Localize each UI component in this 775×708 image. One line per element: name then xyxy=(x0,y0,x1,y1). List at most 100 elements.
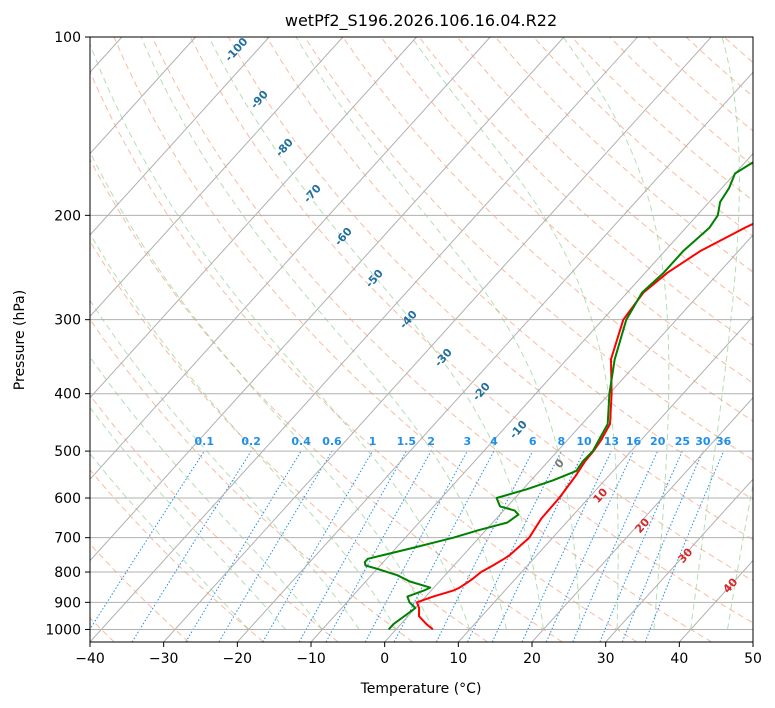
mixing-ratio-line xyxy=(467,450,562,642)
mixing-ratio-line xyxy=(621,450,704,642)
mixing-ratio-line xyxy=(185,450,302,642)
mixing-ratio-line xyxy=(298,450,407,642)
mixing-ratio-label: 3 xyxy=(463,435,471,448)
isotherm-grid-line xyxy=(163,37,712,642)
x-tick-label: −10 xyxy=(296,651,326,667)
dry-adiabat-line xyxy=(90,158,563,642)
x-tick-label: 20 xyxy=(523,651,541,667)
moist-adiabat-line xyxy=(562,37,670,630)
mixing-ratio-label: 4 xyxy=(490,435,498,448)
moist-adiabat-line xyxy=(90,42,471,630)
mixing-ratio-label: 1 xyxy=(369,435,377,448)
x-tick-label: 0 xyxy=(380,651,389,667)
mixing-ratio-label: 10 xyxy=(576,435,592,448)
moist-adiabat-line xyxy=(727,482,753,630)
dry-adiabat-line xyxy=(494,37,753,273)
dry-adiabat-line xyxy=(151,37,753,624)
moist-adiabat-line xyxy=(90,356,323,630)
dry-adiabat-label: -90 xyxy=(248,88,271,112)
dry-adiabat-label: -40 xyxy=(397,308,420,332)
mixing-ratio-label: 0.2 xyxy=(241,435,261,448)
isotherm-grid-line xyxy=(236,71,753,642)
dry-adiabat-line xyxy=(418,37,753,347)
dry-adiabat-line xyxy=(90,318,414,642)
isotherm-grid-line xyxy=(90,37,344,318)
y-tick-label: 100 xyxy=(54,30,81,46)
mixing-ratio-label: 36 xyxy=(716,435,732,448)
dry-adiabat-line xyxy=(90,469,264,642)
mixing-ratio-line xyxy=(599,450,683,642)
mixing-ratio-line xyxy=(364,450,468,642)
y-axis-label: Pressure (hPa) xyxy=(12,290,28,390)
dry-adiabat-line xyxy=(90,543,190,642)
moist-adiabat-line xyxy=(90,232,397,630)
dry-adiabat-line xyxy=(609,37,753,167)
dry-adiabat-line xyxy=(647,37,753,132)
mixing-ratio-label: 0.4 xyxy=(291,435,311,448)
dry-adiabat-line xyxy=(380,37,753,384)
mixing-ratio-label: 6 xyxy=(529,435,537,448)
moist-adiabat-line xyxy=(90,151,434,630)
isotherm-grid-line xyxy=(531,397,753,642)
dry-adiabat-line xyxy=(456,37,753,310)
dry-adiabat-line xyxy=(113,37,712,642)
isotherm-grid-line xyxy=(90,37,417,399)
x-axis-label: Temperature (°C) xyxy=(360,681,482,697)
y-tick-label: 600 xyxy=(54,491,81,507)
moist-adiabat-label: 30 xyxy=(675,545,695,565)
y-tick-label: 900 xyxy=(54,595,81,611)
mixing-ratio-label: 0.6 xyxy=(322,435,342,448)
mixing-ratio-line xyxy=(491,450,585,642)
mixing-ratio-line xyxy=(393,450,495,642)
dry-adiabat-line xyxy=(189,37,753,582)
y-tick-label: 700 xyxy=(54,531,81,547)
x-tick-label: 30 xyxy=(597,651,615,667)
x-tick-label: 10 xyxy=(449,651,467,667)
y-tick-label: 800 xyxy=(54,565,81,581)
x-tick-label: −20 xyxy=(223,651,253,667)
plot-frame xyxy=(89,36,754,643)
y-tick-label: 400 xyxy=(54,387,81,403)
dry-adiabat-label: -70 xyxy=(301,182,324,206)
isotherm-grid-line xyxy=(90,37,270,236)
isotherm-grid-line xyxy=(90,37,491,480)
moist-adiabat-line xyxy=(90,453,250,630)
mixing-ratio-label: 25 xyxy=(675,435,690,448)
mixing-ratio-label: 20 xyxy=(650,435,666,448)
dry-adiabat-label: -30 xyxy=(432,346,455,370)
mixing-ratio-label: 8 xyxy=(557,435,565,448)
dry-adiabat-line xyxy=(685,37,753,98)
isotherm-grid-line xyxy=(90,37,638,642)
axis-ticks: −40 −30 −20 −10 0 10 20 30 40 5010020030040050060… xyxy=(45,30,762,667)
mixing-ratio-line xyxy=(90,450,205,631)
isotherm-grid-line xyxy=(90,37,196,155)
mixing-ratio-line xyxy=(521,450,612,642)
mixing-ratio-label: 1.5 xyxy=(397,435,417,448)
moist-adiabat-line xyxy=(90,406,286,630)
grid-lines xyxy=(90,37,753,642)
dewpoint-line xyxy=(363,161,753,631)
dry-adiabats xyxy=(90,37,753,642)
dry-adiabat-label: -100 xyxy=(222,35,250,64)
isotherm-grid-line xyxy=(457,315,753,642)
isotherm-grid-line xyxy=(310,152,753,642)
temperature-line xyxy=(415,222,753,631)
x-tick-label: 40 xyxy=(670,651,688,667)
mixing-ratio-line xyxy=(545,450,634,642)
dry-adiabat-line xyxy=(90,240,488,642)
mixing-ratio-line xyxy=(131,450,252,642)
mixing-ratio-label: 0.1 xyxy=(195,435,215,448)
moist-adiabat-line xyxy=(90,299,360,630)
mixing-ratio-label: 13 xyxy=(604,435,619,448)
dry-adiabat-label: -20 xyxy=(470,380,493,404)
plot-area: 0.1 0.2 0.4 0.6 1 1.5 2 3 4 6 8 10 13 16 20 25 30 36 -100 -… xyxy=(90,35,753,642)
isotherm-grid-line xyxy=(90,37,565,562)
mixing-ratio-lines xyxy=(90,450,725,642)
isotherm-grid-line xyxy=(605,478,753,642)
dry-adiabat-label: -80 xyxy=(273,136,296,160)
isotherm-grid-line xyxy=(384,234,753,642)
chart-title: wetPf2_S196.2026.106.16.04.R22 xyxy=(285,11,557,31)
mixing-ratio-label: 2 xyxy=(427,435,435,448)
